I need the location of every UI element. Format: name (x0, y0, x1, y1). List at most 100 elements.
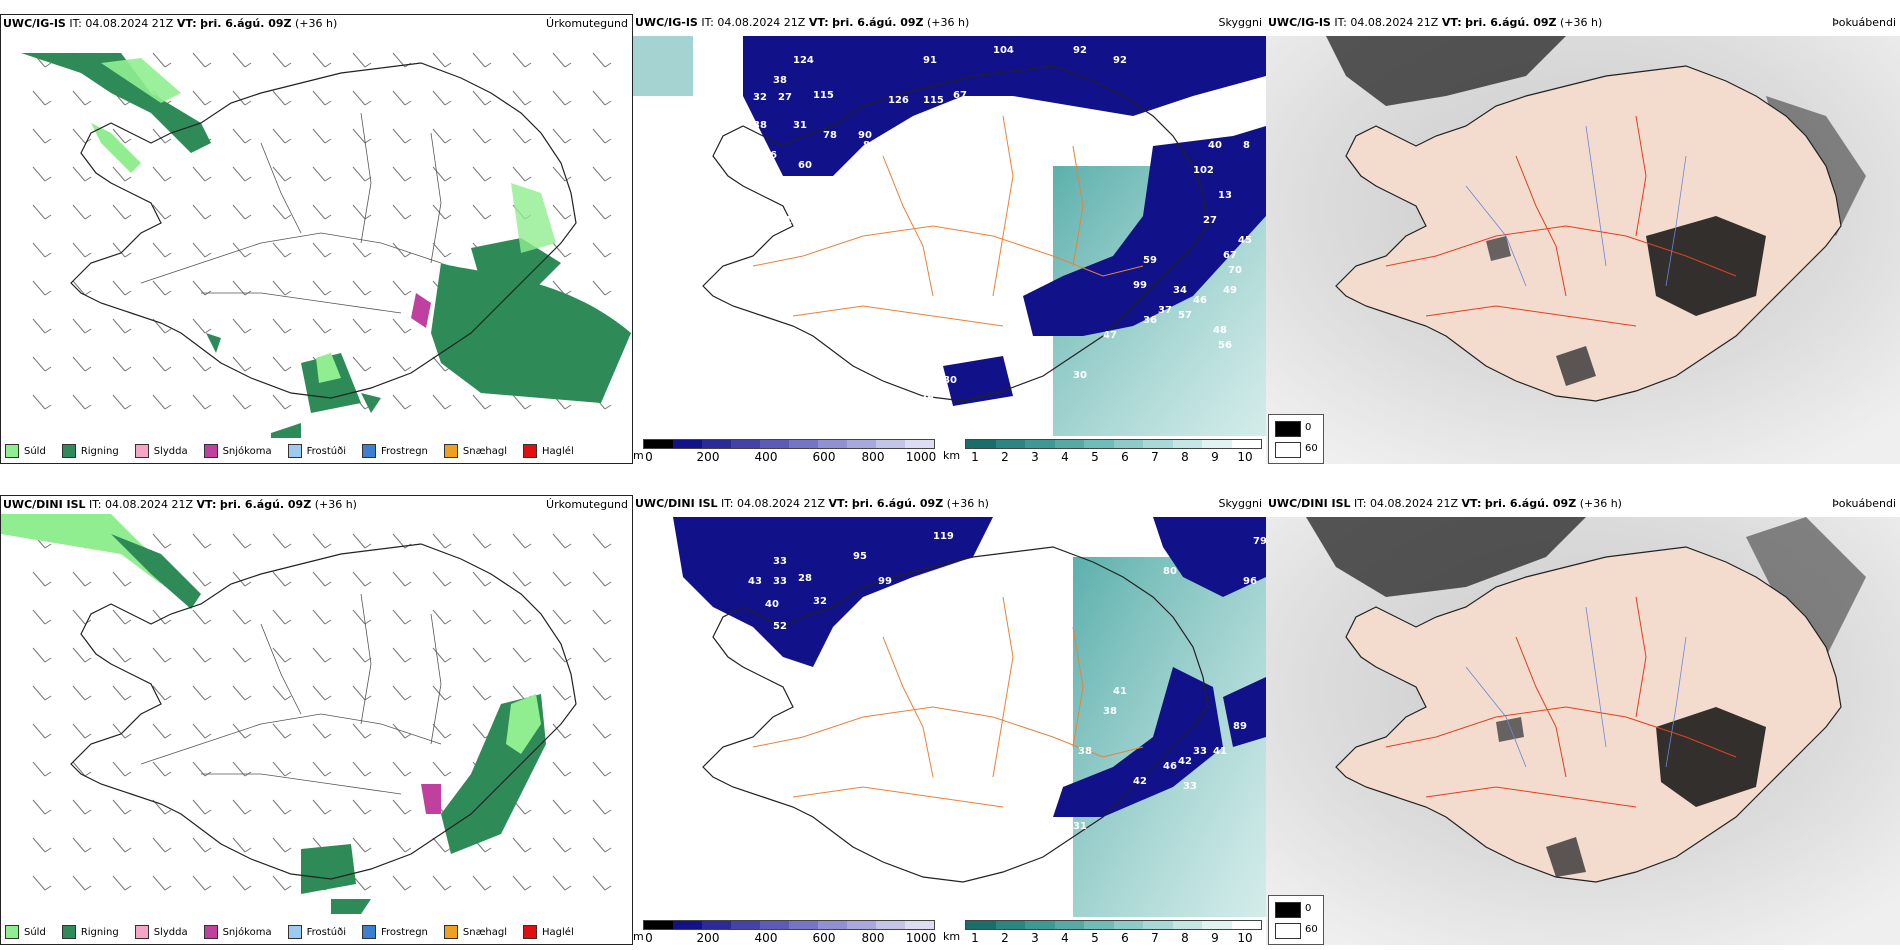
wind-barb (72, 723, 92, 739)
tick: 1000 (905, 931, 937, 945)
wind-barb (592, 875, 612, 891)
wind-barb (592, 685, 612, 701)
legend-label: Snjókoma (222, 445, 272, 457)
precip-map[interactable] (1, 514, 633, 919)
wind-barb (232, 356, 252, 372)
legend-swatch (287, 925, 302, 939)
wind-barb (272, 533, 292, 549)
wind-barb (392, 242, 412, 258)
wind-barb (512, 52, 532, 68)
wind-barb (192, 571, 212, 587)
wind-barb (552, 837, 572, 853)
wind-barb (312, 761, 332, 777)
wind-barb (592, 90, 612, 106)
wind-barb (312, 52, 332, 68)
wind-barb (432, 394, 452, 410)
ceiling-value-label: 77 (843, 165, 857, 176)
ceiling-value-label: 38 (753, 120, 767, 131)
wind-barb (432, 875, 452, 891)
fog-map[interactable] (1266, 517, 1900, 945)
wind-barb (392, 571, 412, 587)
wind-barb (112, 685, 132, 701)
wind-barb (592, 799, 612, 815)
tick: 600 (812, 450, 836, 464)
model-name: UWC/IG-IS (3, 17, 66, 30)
wind-barb (512, 166, 532, 182)
legend-swatch (443, 925, 458, 939)
vt-value: þri. 6.ágú. 09Z (851, 497, 944, 510)
legend-label: Rigning (80, 445, 119, 457)
it-label: IT: (701, 16, 714, 29)
tick: 1 (971, 931, 979, 945)
wind-barb (352, 242, 372, 258)
wind-barb (432, 685, 452, 701)
wind-barb (112, 356, 132, 372)
legend-item: Haglél (523, 444, 574, 458)
wind-barb (232, 128, 252, 144)
wind-barb (272, 685, 292, 701)
wind-barb (432, 533, 452, 549)
it-label: IT: (721, 497, 734, 510)
wind-barb (552, 166, 572, 182)
wind-barb (192, 723, 212, 739)
legend-item: Slydda (134, 444, 188, 458)
wind-barb (32, 761, 52, 777)
ceiling-panel-top: UWC/IG-IS IT: 04.08.2024 21Z VT: þri. 6.… (633, 14, 1266, 464)
wind-barb (472, 166, 492, 182)
wind-barb (232, 394, 252, 410)
wind-barb (472, 52, 492, 68)
wind-barb (592, 204, 612, 220)
ceiling-colorbar: m 0 200 400 600 800 1000 (633, 918, 938, 945)
wind-barb (232, 609, 252, 625)
precip-map[interactable] (1, 33, 633, 438)
tick: 800 (861, 450, 885, 464)
wind-barb (592, 166, 612, 182)
lead-time: (+36 h) (295, 17, 338, 30)
wind-barb (72, 242, 92, 258)
legend-item: Frostúði (287, 444, 346, 458)
wind-barb (352, 90, 372, 106)
wind-barb (272, 166, 292, 182)
wind-barb (552, 647, 572, 663)
it-value: 04.08.2024 21Z (1350, 16, 1439, 29)
ceiling-value-label: 48 (1213, 325, 1227, 336)
wind-barb (392, 280, 412, 296)
wind-barb (232, 837, 252, 853)
wind-barb (232, 799, 252, 815)
wind-barb (32, 875, 52, 891)
legend-item: Frostregn (362, 444, 428, 458)
wind-barb (152, 723, 172, 739)
wind-barb (112, 799, 132, 815)
vt-value: þri. 6.ágú. 09Z (1465, 16, 1557, 29)
wind-barb (392, 799, 412, 815)
iceland-outline (70, 62, 577, 399)
wind-barb (152, 685, 172, 701)
panel-header: UWC/IG-IS IT: 04.08.2024 21Z VT: þri. 6.… (1266, 14, 1900, 31)
wind-barb (272, 647, 292, 663)
wind-barb (472, 685, 492, 701)
fog-map[interactable] (1266, 36, 1900, 464)
wind-barb (552, 204, 572, 220)
it-value: 04.08.2024 21Z (717, 16, 806, 29)
ceiling-value-label: 119 (933, 531, 954, 542)
wind-barb (552, 242, 572, 258)
wind-barb (512, 875, 532, 891)
ceiling-value-label: 38 (1078, 746, 1092, 757)
wind-barb (312, 647, 332, 663)
wind-barb (232, 533, 252, 549)
ceiling-value-label: 33 (1183, 781, 1197, 792)
wind-barb (112, 647, 132, 663)
wind-barb (432, 571, 452, 587)
ceiling-unit: m (633, 449, 644, 462)
legend-item: Frostúði (287, 925, 346, 939)
wind-barb (32, 799, 52, 815)
panel-title: Þokuábendi (1832, 16, 1896, 29)
wind-barb (32, 356, 52, 372)
wind-barb (432, 52, 452, 68)
legend-label: Haglél (542, 926, 574, 938)
it-value: 04.08.2024 21Z (105, 498, 194, 511)
wind-barb (152, 394, 172, 410)
